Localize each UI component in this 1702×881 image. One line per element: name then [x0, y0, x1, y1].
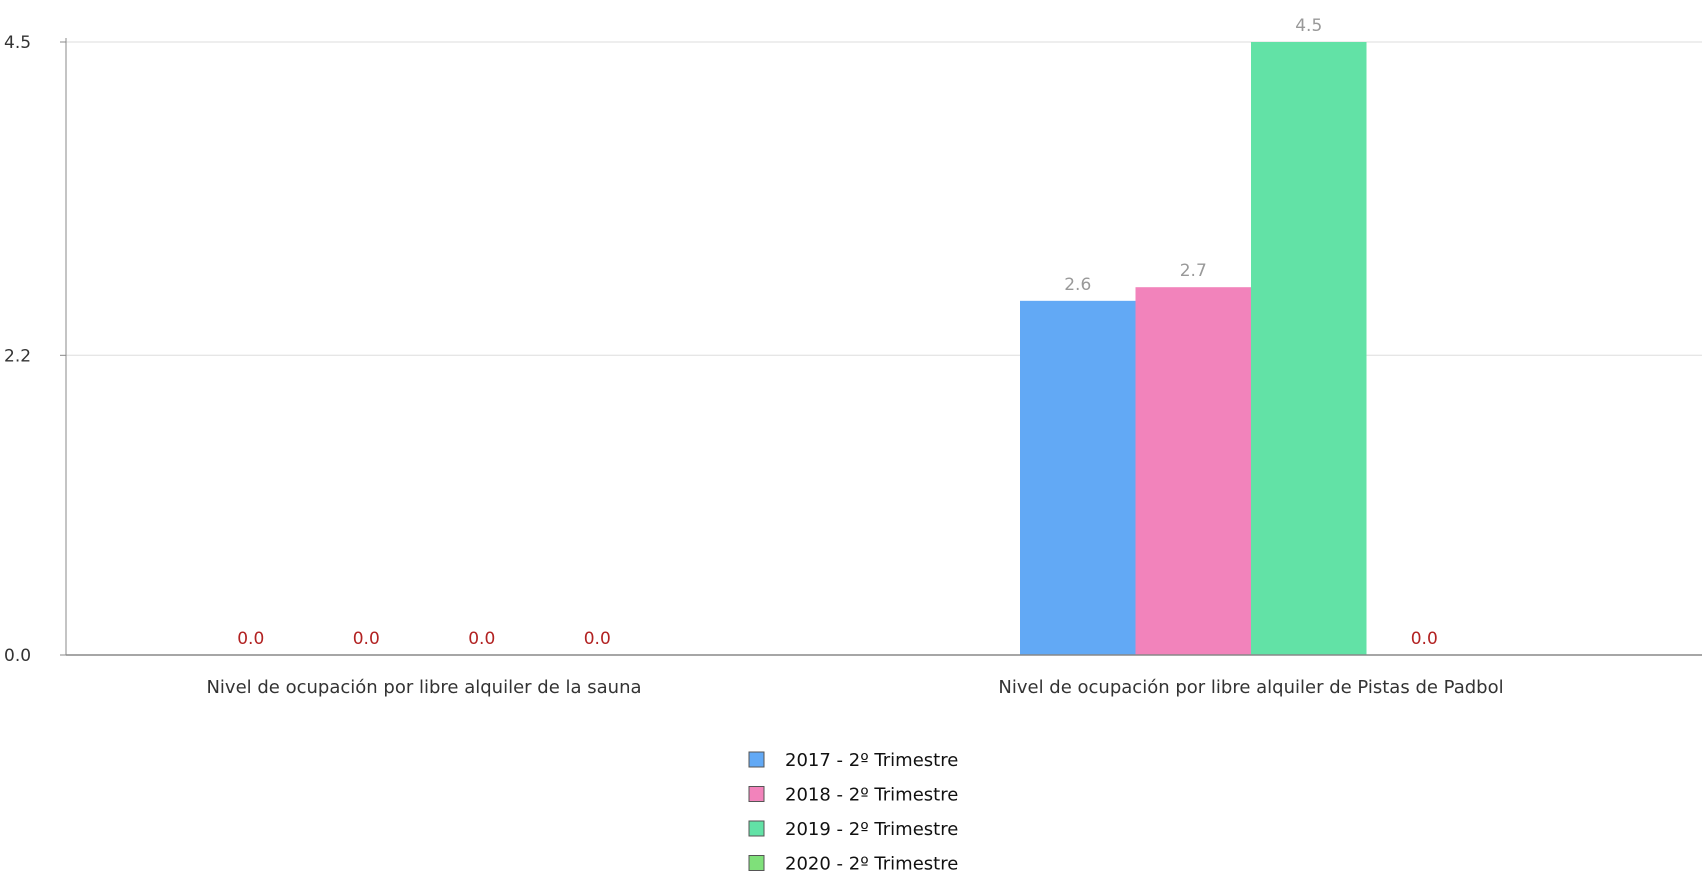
legend-swatch[interactable] — [748, 786, 765, 802]
y-tick-label: 2.2 — [4, 346, 31, 366]
axes: 0.0 2.2 4.5 Nivel de ocupación por libre al… — [4, 33, 1702, 698]
data-label: 0.0 — [468, 629, 495, 649]
legend-swatch[interactable] — [748, 751, 765, 768]
data-label: 0.0 — [584, 629, 611, 649]
bar — [1020, 300, 1136, 655]
data-labels: 0.0 0.0 0.0 0.0 2.6 2.7 4.5 0.0 — [237, 16, 1438, 649]
legend-label[interactable]: 2018 - 2º Trimestre — [785, 785, 958, 806]
legend-label[interactable]: 2020 - 2º Trimestre — [785, 854, 958, 875]
data-label: 0.0 — [237, 629, 264, 649]
legend: 2017 - 2º Trimestre 2018 - 2º Trimestre 20… — [748, 750, 958, 875]
x-category-label: Nivel de ocupación por libre alquiler de… — [206, 677, 641, 698]
bar — [1135, 287, 1251, 655]
data-label: 2.7 — [1180, 261, 1207, 281]
legend-label[interactable]: 2019 - 2º Trimestre — [785, 819, 958, 840]
data-label: 0.0 — [353, 629, 380, 649]
data-label: 0.0 — [1411, 629, 1438, 649]
data-label: 2.6 — [1064, 275, 1091, 295]
legend-swatch[interactable] — [748, 855, 765, 871]
y-tick-label: 4.5 — [4, 33, 31, 53]
bars — [1020, 42, 1367, 655]
y-tick-label: 0.0 — [4, 646, 31, 666]
bar — [1251, 42, 1367, 655]
legend-swatch[interactable] — [748, 820, 765, 837]
legend-label[interactable]: 2017 - 2º Trimestre — [785, 750, 958, 771]
gridlines — [66, 41, 1702, 356]
data-label: 4.5 — [1295, 16, 1322, 36]
x-category-label: Nivel de ocupación por libre alquiler de… — [998, 677, 1503, 698]
